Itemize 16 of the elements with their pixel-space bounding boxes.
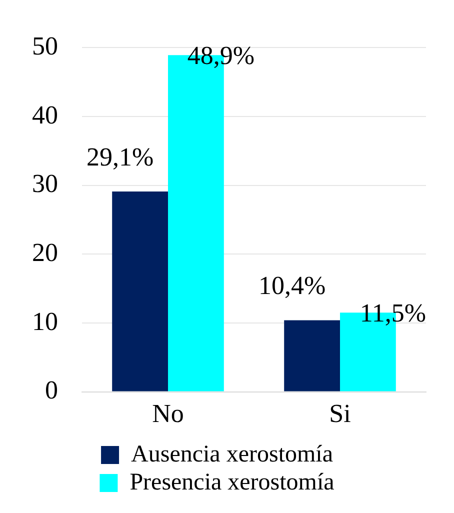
y-tick-label: 10 (32, 306, 58, 336)
x-tick-label: Si (329, 399, 351, 428)
y-tick-label: 40 (32, 100, 58, 130)
data-label: 11,5% (360, 298, 426, 328)
x-tick-label: No (152, 399, 184, 428)
y-tick-label: 50 (32, 31, 58, 60)
data-label: 48,9% (187, 41, 255, 70)
data-label: 10,4% (258, 271, 326, 300)
legend-label: Presencia xerostomía (130, 469, 335, 496)
bar (112, 191, 168, 392)
y-tick-label: 0 (45, 376, 58, 405)
bar (284, 320, 340, 392)
y-tick-label: 20 (32, 238, 58, 267)
y-tick-label: 30 (32, 169, 58, 198)
legend-label: Ausencia xerostomía (131, 441, 334, 468)
data-label: 29,1% (86, 142, 154, 172)
